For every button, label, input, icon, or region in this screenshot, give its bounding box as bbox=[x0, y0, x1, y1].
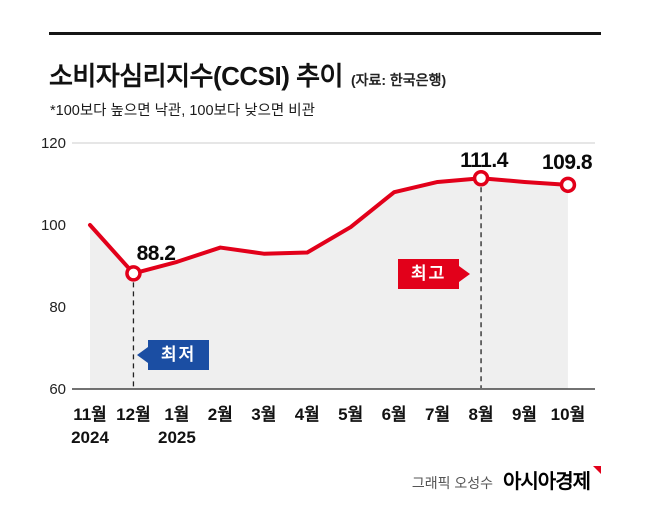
chart-title: 소비자심리지수(CCSI) 추이 bbox=[49, 61, 343, 91]
x-tick-label: 5월 bbox=[338, 405, 363, 424]
y-tick-label: 120 bbox=[41, 135, 66, 152]
brand-mark-icon bbox=[593, 466, 601, 474]
marker-10월 bbox=[559, 176, 577, 194]
marker-8월 bbox=[472, 170, 490, 187]
x-tick-label: 9월 bbox=[512, 405, 537, 424]
area-fill bbox=[90, 178, 568, 389]
x-tick-label: 4월 bbox=[295, 405, 320, 424]
chart-subtitle: *100보다 높으면 낙관, 100보다 낮으면 비관 bbox=[50, 103, 315, 119]
brand-logo: 아시아경제 bbox=[503, 465, 601, 494]
chart-header: 소비자심리지수(CCSI) 추이 (자료: 한국은행) bbox=[49, 56, 446, 93]
x-tick-label: 10월 bbox=[551, 405, 586, 424]
x-tick-label: 3월 bbox=[251, 405, 276, 424]
max-value-label: 111.4 bbox=[460, 149, 508, 172]
x-tick-label: 12월 bbox=[116, 405, 151, 424]
year-label: 2024 bbox=[71, 428, 109, 447]
x-tick-label: 8월 bbox=[468, 405, 493, 424]
x-tick-label: 2월 bbox=[208, 405, 233, 424]
last-value-label: 109.8 bbox=[541, 151, 593, 174]
x-tick-label: 11월 bbox=[73, 405, 107, 424]
max-badge: 최고 bbox=[398, 259, 471, 289]
y-tick-label: 80 bbox=[49, 299, 66, 316]
x-tick-label: 6월 bbox=[382, 405, 407, 424]
min-value-label: 88.2 bbox=[136, 242, 176, 265]
footer: 그래픽 오성수 아시아경제 bbox=[412, 465, 601, 494]
brand-text: 아시아경제 bbox=[503, 471, 591, 493]
top-rule bbox=[49, 32, 601, 35]
x-tick-label: 7월 bbox=[425, 405, 450, 424]
y-tick-label: 100 bbox=[41, 217, 66, 234]
y-tick-label: 60 bbox=[49, 381, 66, 398]
chart-source: (자료: 한국은행) bbox=[350, 72, 447, 88]
x-tick-label: 1월 bbox=[164, 405, 189, 424]
graphic-credit: 그래픽 오성수 bbox=[411, 475, 493, 491]
year-label: 2025 bbox=[158, 428, 196, 447]
marker-12월 bbox=[125, 265, 142, 282]
min-badge: 최저 bbox=[136, 340, 210, 370]
